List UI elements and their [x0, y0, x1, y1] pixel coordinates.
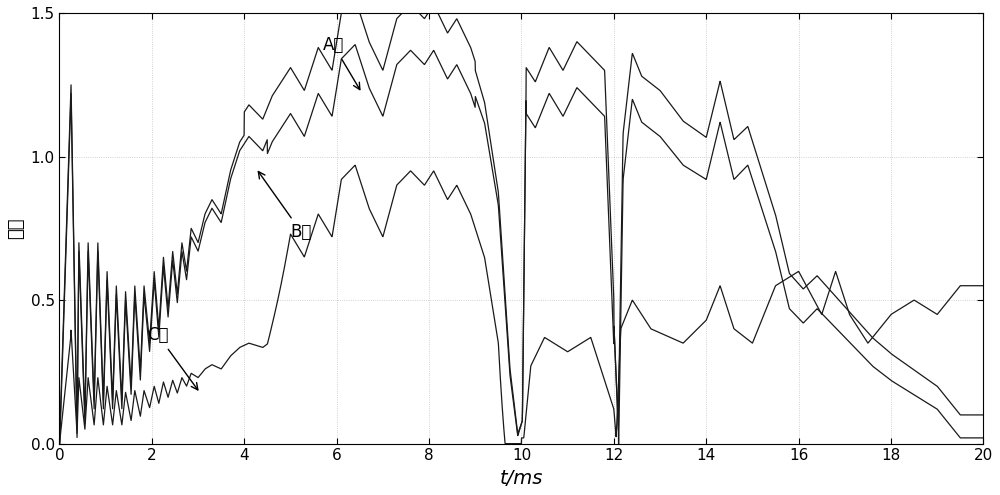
Text: B相: B相: [258, 172, 312, 241]
Text: C相: C相: [147, 326, 198, 390]
X-axis label: t/ms: t/ms: [500, 469, 543, 488]
Text: A相: A相: [323, 36, 360, 90]
Y-axis label: 弧度: 弧度: [7, 217, 25, 239]
